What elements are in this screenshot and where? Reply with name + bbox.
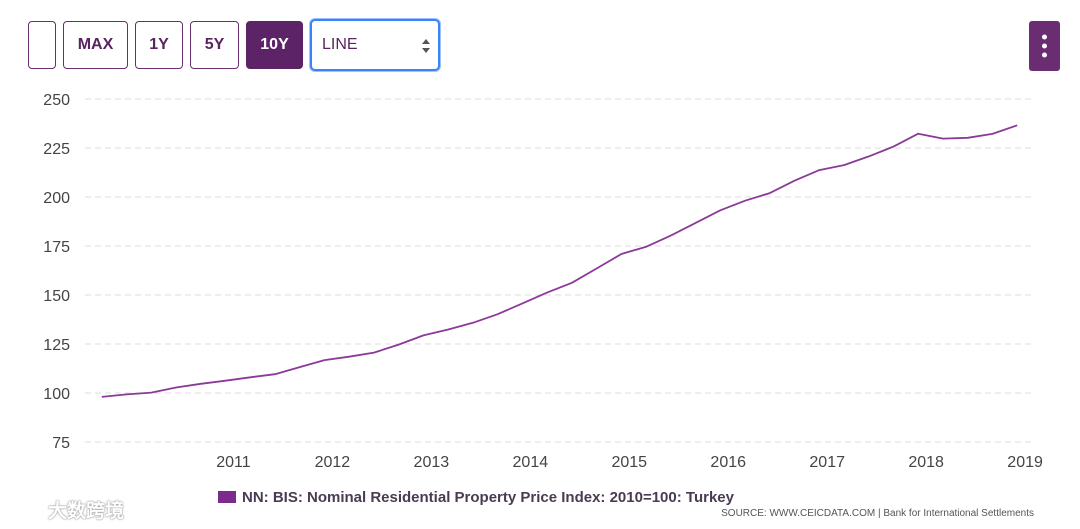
- series-line: [101, 124, 1018, 398]
- data-point: [615, 248, 627, 260]
- data-point: [764, 187, 776, 199]
- chart-legend[interactable]: NN: BIS: Nominal Residential Property Pr…: [218, 488, 734, 506]
- data-point: [145, 387, 157, 399]
- data-point: [986, 128, 998, 140]
- data-point: [863, 150, 875, 162]
- data-point: [96, 391, 108, 403]
- x-tick-label: 2011: [216, 454, 251, 471]
- gridlines: [85, 98, 1035, 443]
- data-point: [937, 133, 949, 145]
- chart-type-select[interactable]: LINE: [310, 19, 440, 71]
- x-axis-ticks: 2011 2012 2013 2014 2015 2016 2017 2018 2019: [216, 454, 1043, 471]
- data-point: [269, 368, 281, 380]
- x-tick-label: 2012: [315, 454, 351, 471]
- data-point: [640, 241, 652, 253]
- data-point: [467, 317, 479, 329]
- source-note: SOURCE: WWW.CEICDATA.COM | Bank for Inte…: [721, 508, 1034, 519]
- range-button-max[interactable]: MAX: [63, 21, 128, 69]
- data-point: [591, 263, 603, 275]
- data-point: [343, 351, 355, 363]
- chart-toolbar: MAX 1Y 5Y 10Y LINE: [0, 0, 1080, 82]
- x-tick-label: 2016: [710, 454, 746, 471]
- data-point: [220, 375, 232, 387]
- data-point: [838, 159, 850, 171]
- data-point: [121, 388, 133, 400]
- data-point: [442, 323, 454, 335]
- data-point: [516, 297, 528, 309]
- y-tick-label: 150: [43, 288, 70, 305]
- data-point: [912, 128, 924, 140]
- vertical-dots-icon: [1042, 34, 1047, 58]
- data-point: [789, 175, 801, 187]
- data-point: [492, 308, 504, 320]
- y-tick-label: 100: [43, 386, 70, 403]
- data-point: [541, 287, 553, 299]
- data-point: [962, 132, 974, 144]
- chart-area: [0, 82, 1080, 529]
- data-point: [739, 195, 751, 207]
- data-point: [368, 347, 380, 359]
- range-button-blank[interactable]: [28, 21, 56, 69]
- y-tick-label: 75: [52, 435, 70, 452]
- data-point: [887, 141, 899, 153]
- x-tick-label: 2019: [1007, 454, 1043, 471]
- series-layer: [96, 119, 1023, 403]
- x-tick-label: 2013: [414, 454, 450, 471]
- data-point: [665, 230, 677, 242]
- x-tick-label: 2017: [809, 454, 845, 471]
- y-tick-label: 175: [43, 239, 70, 256]
- watermark: 大数跨境: [10, 496, 124, 522]
- data-point: [294, 361, 306, 373]
- y-tick-label: 125: [43, 337, 70, 354]
- data-point: [417, 329, 429, 341]
- range-button-5y[interactable]: 5Y: [190, 21, 239, 69]
- x-tick-label: 2014: [513, 454, 549, 471]
- data-point: [170, 382, 182, 394]
- y-tick-label: 200: [43, 190, 70, 207]
- y-axis-ticks: 75 100 125 150 175 200 225 250: [43, 92, 70, 452]
- data-point: [813, 164, 825, 176]
- legend-swatch: [218, 491, 236, 503]
- data-point: [1011, 119, 1023, 131]
- chart-type-value: LINE: [322, 36, 358, 53]
- range-button-1y[interactable]: 1Y: [135, 21, 183, 69]
- data-point: [318, 354, 330, 366]
- data-point: [195, 378, 207, 390]
- y-tick-label: 250: [43, 92, 70, 109]
- x-tick-label: 2018: [908, 454, 944, 471]
- watermark-text: 大数跨境: [48, 500, 125, 522]
- data-point: [566, 277, 578, 289]
- data-point: [393, 339, 405, 351]
- select-arrows-icon: [422, 39, 430, 53]
- legend-label: NN: BIS: Nominal Residential Property Pr…: [242, 488, 734, 506]
- y-tick-label: 225: [43, 141, 70, 158]
- range-button-10y[interactable]: 10Y: [246, 21, 303, 69]
- chart-menu-button[interactable]: [1029, 21, 1060, 71]
- watermark-logo-icon: [10, 501, 41, 517]
- x-tick-label: 2015: [611, 454, 647, 471]
- data-point: [714, 204, 726, 216]
- data-point: [244, 371, 256, 383]
- data-point: [690, 217, 702, 229]
